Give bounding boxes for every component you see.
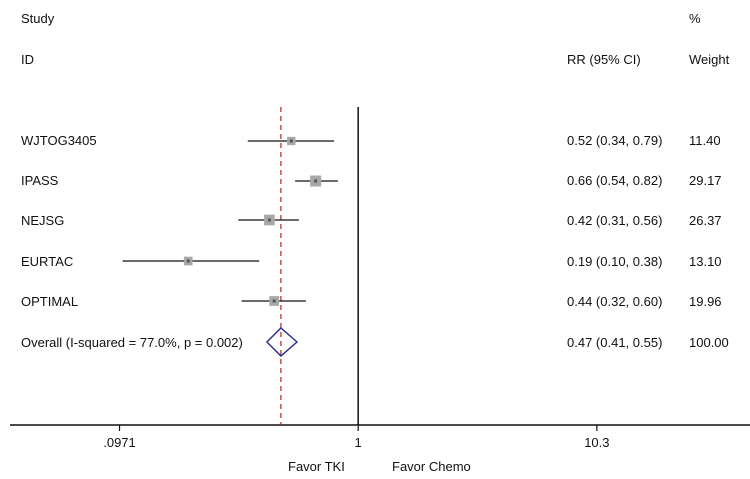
- study-weight-text: 29.17: [689, 173, 722, 188]
- x-axis-label-left: Favor TKI: [288, 459, 345, 474]
- study-weight-text: 11.40: [689, 133, 721, 148]
- study-label: IPASS: [21, 173, 59, 188]
- x-tick-label: .0971: [103, 435, 136, 450]
- study-ci-text: 0.52 (0.34, 0.79): [567, 133, 663, 148]
- study-label: WJTOG3405: [21, 133, 97, 148]
- percent-header: %: [689, 11, 701, 26]
- x-tick-label: 10.3: [584, 435, 609, 450]
- study-point-estimate: [267, 218, 271, 222]
- study-label: OPTIMAL: [21, 294, 79, 309]
- study-weight-text: 19.96: [689, 294, 722, 309]
- rr-ci-header: RR (95% CI): [567, 52, 641, 67]
- study-weight-text: 26.37: [689, 213, 722, 228]
- x-tick-label: 1: [355, 435, 362, 450]
- x-axis-label-right: Favor Chemo: [392, 459, 471, 474]
- study-ci-text: 0.42 (0.31, 0.56): [567, 213, 663, 228]
- study-label: EURTAC: [21, 254, 74, 269]
- study-ci-text: 0.44 (0.32, 0.60): [567, 294, 663, 309]
- overall-label: Overall (I-squared = 77.0%, p = 0.002): [21, 335, 243, 350]
- study-point-estimate: [272, 299, 276, 303]
- study-ci-text: 0.19 (0.10, 0.38): [567, 254, 663, 269]
- study-point-estimate: [186, 259, 190, 263]
- id-header: ID: [21, 52, 34, 67]
- study-weight-text: 13.10: [689, 254, 722, 269]
- overall-ci-text: 0.47 (0.41, 0.55): [567, 335, 663, 350]
- study-label: NEJSG: [21, 213, 65, 228]
- study-ci-text: 0.66 (0.54, 0.82): [567, 173, 663, 188]
- study-header: Study: [21, 11, 55, 26]
- study-point-estimate: [289, 139, 293, 143]
- weight-header: Weight: [689, 52, 730, 67]
- study-point-estimate: [314, 179, 318, 183]
- overall-diamond: [265, 327, 299, 357]
- overall-weight-text: 100.00: [689, 335, 729, 350]
